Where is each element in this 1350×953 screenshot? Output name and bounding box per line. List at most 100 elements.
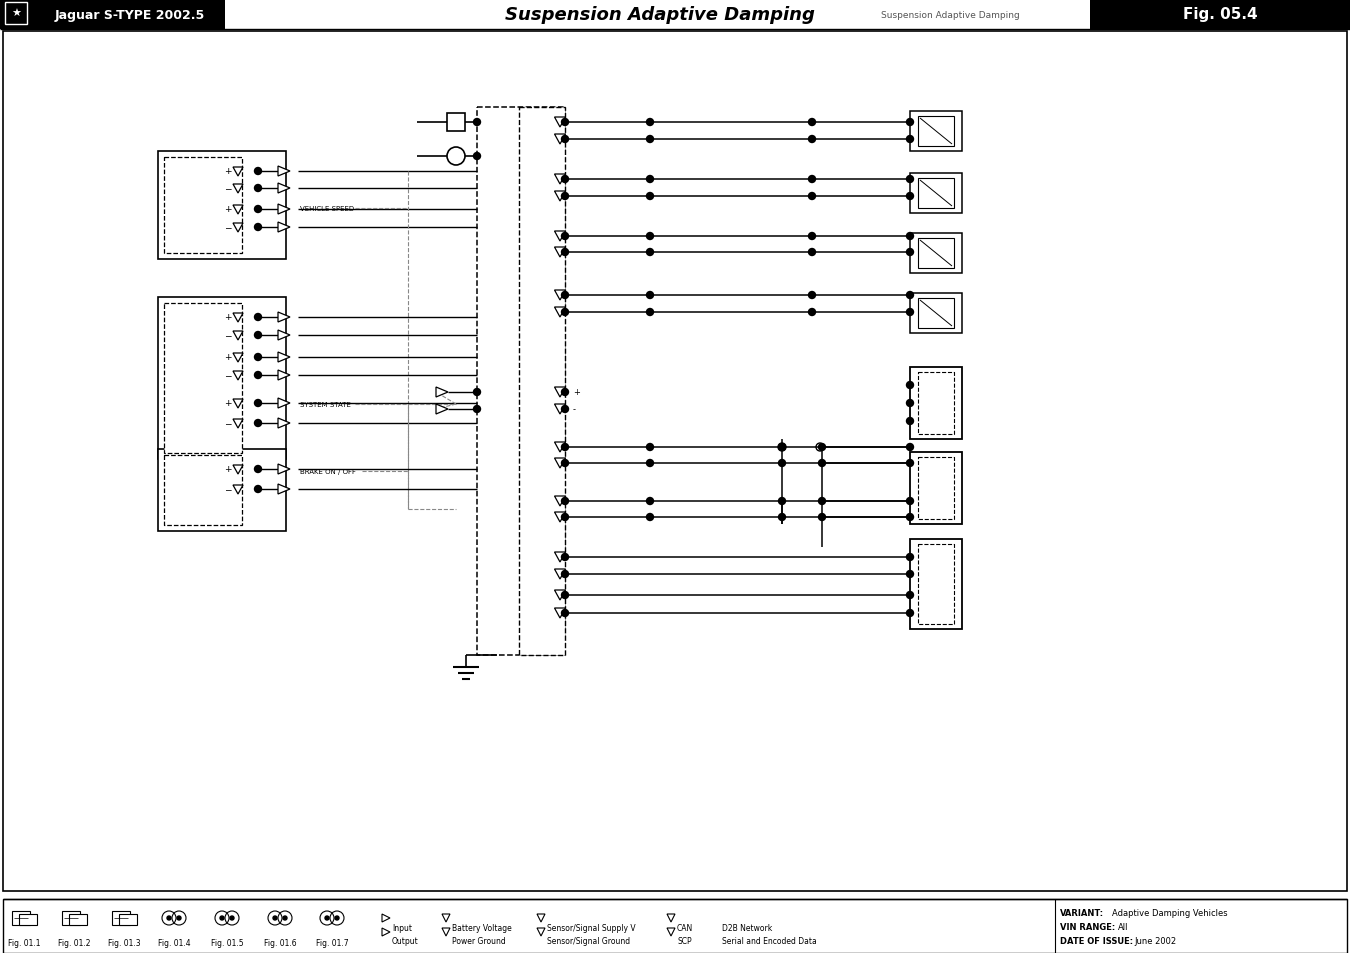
Circle shape: [562, 233, 568, 240]
Circle shape: [273, 916, 277, 920]
Circle shape: [906, 418, 914, 425]
Text: −: −: [224, 331, 232, 340]
Circle shape: [647, 514, 653, 521]
Polygon shape: [234, 206, 243, 214]
Polygon shape: [234, 372, 243, 380]
Text: -: -: [572, 405, 576, 414]
Circle shape: [906, 176, 914, 183]
Bar: [910, 539, 963, 629]
Circle shape: [906, 382, 914, 389]
Polygon shape: [537, 928, 545, 936]
Circle shape: [562, 389, 568, 396]
Polygon shape: [278, 398, 290, 409]
Circle shape: [906, 514, 914, 521]
Circle shape: [230, 916, 234, 920]
Circle shape: [906, 460, 914, 467]
Circle shape: [647, 460, 653, 467]
Circle shape: [562, 514, 568, 521]
Text: SYSTEM STATE: SYSTEM STATE: [300, 401, 351, 408]
Circle shape: [906, 400, 914, 407]
Circle shape: [906, 554, 914, 561]
Polygon shape: [555, 458, 566, 469]
Text: Fig. 01.4: Fig. 01.4: [158, 939, 190, 947]
Circle shape: [474, 406, 481, 413]
Bar: [158, 152, 286, 260]
Circle shape: [647, 136, 653, 143]
Text: Battery Voltage: Battery Voltage: [452, 923, 512, 933]
Text: +: +: [224, 168, 232, 176]
Polygon shape: [555, 291, 566, 301]
Circle shape: [809, 233, 815, 240]
Text: Fig. 01.5: Fig. 01.5: [211, 939, 243, 947]
Polygon shape: [667, 928, 675, 936]
Circle shape: [906, 193, 914, 200]
Circle shape: [647, 193, 653, 200]
Circle shape: [284, 916, 288, 920]
Polygon shape: [555, 248, 566, 257]
Polygon shape: [537, 914, 545, 923]
Circle shape: [562, 460, 568, 467]
Polygon shape: [667, 914, 675, 923]
Circle shape: [255, 185, 262, 193]
Bar: [518, 108, 566, 656]
Polygon shape: [436, 388, 448, 397]
Text: Fig. 01.6: Fig. 01.6: [263, 939, 296, 947]
Polygon shape: [278, 205, 290, 214]
Circle shape: [647, 444, 653, 451]
Text: DATE OF ISSUE:: DATE OF ISSUE:: [1060, 937, 1133, 945]
Polygon shape: [441, 914, 450, 923]
Bar: [158, 297, 286, 459]
Circle shape: [906, 444, 914, 451]
Circle shape: [562, 444, 568, 451]
Polygon shape: [555, 442, 566, 453]
Text: All: All: [1118, 923, 1129, 931]
Circle shape: [562, 176, 568, 183]
Text: BRAKE ON / OFF: BRAKE ON / OFF: [300, 469, 356, 475]
Text: Jaguar S-TYPE 2002.5: Jaguar S-TYPE 2002.5: [55, 9, 205, 22]
Polygon shape: [555, 569, 566, 579]
Circle shape: [809, 309, 815, 316]
Circle shape: [562, 119, 568, 127]
Circle shape: [255, 355, 262, 361]
Polygon shape: [382, 914, 390, 923]
Circle shape: [906, 309, 914, 316]
Bar: [62, 911, 80, 925]
Polygon shape: [555, 405, 566, 415]
Circle shape: [562, 250, 568, 256]
Circle shape: [647, 498, 653, 505]
Text: VARIANT:: VARIANT:: [1060, 908, 1104, 918]
Circle shape: [906, 498, 914, 505]
Circle shape: [562, 498, 568, 505]
Text: SCP: SCP: [676, 937, 691, 945]
Circle shape: [562, 406, 568, 413]
Circle shape: [809, 293, 815, 299]
Text: Suspension Adaptive Damping: Suspension Adaptive Damping: [880, 10, 1019, 19]
Polygon shape: [234, 419, 243, 429]
Text: Output: Output: [392, 937, 418, 945]
Bar: [910, 453, 963, 524]
Circle shape: [809, 119, 815, 127]
Text: Input: Input: [392, 923, 412, 933]
Polygon shape: [278, 313, 290, 323]
Text: −: −: [224, 184, 232, 193]
Polygon shape: [234, 185, 243, 193]
Circle shape: [562, 136, 568, 143]
Polygon shape: [234, 168, 243, 177]
Circle shape: [647, 293, 653, 299]
Text: −: −: [224, 371, 232, 380]
Polygon shape: [555, 135, 566, 145]
Text: Fig. 01.2: Fig. 01.2: [58, 939, 90, 947]
Circle shape: [167, 916, 171, 920]
Text: +: +: [224, 314, 232, 322]
Text: +: +: [572, 388, 580, 397]
Text: +: +: [224, 205, 232, 214]
Text: CAN: CAN: [676, 923, 694, 933]
Circle shape: [818, 444, 825, 451]
Bar: [918, 373, 954, 435]
Polygon shape: [555, 608, 566, 618]
Circle shape: [647, 250, 653, 256]
Circle shape: [809, 176, 815, 183]
Circle shape: [474, 119, 481, 127]
Bar: [163, 158, 242, 253]
Bar: [918, 239, 954, 269]
